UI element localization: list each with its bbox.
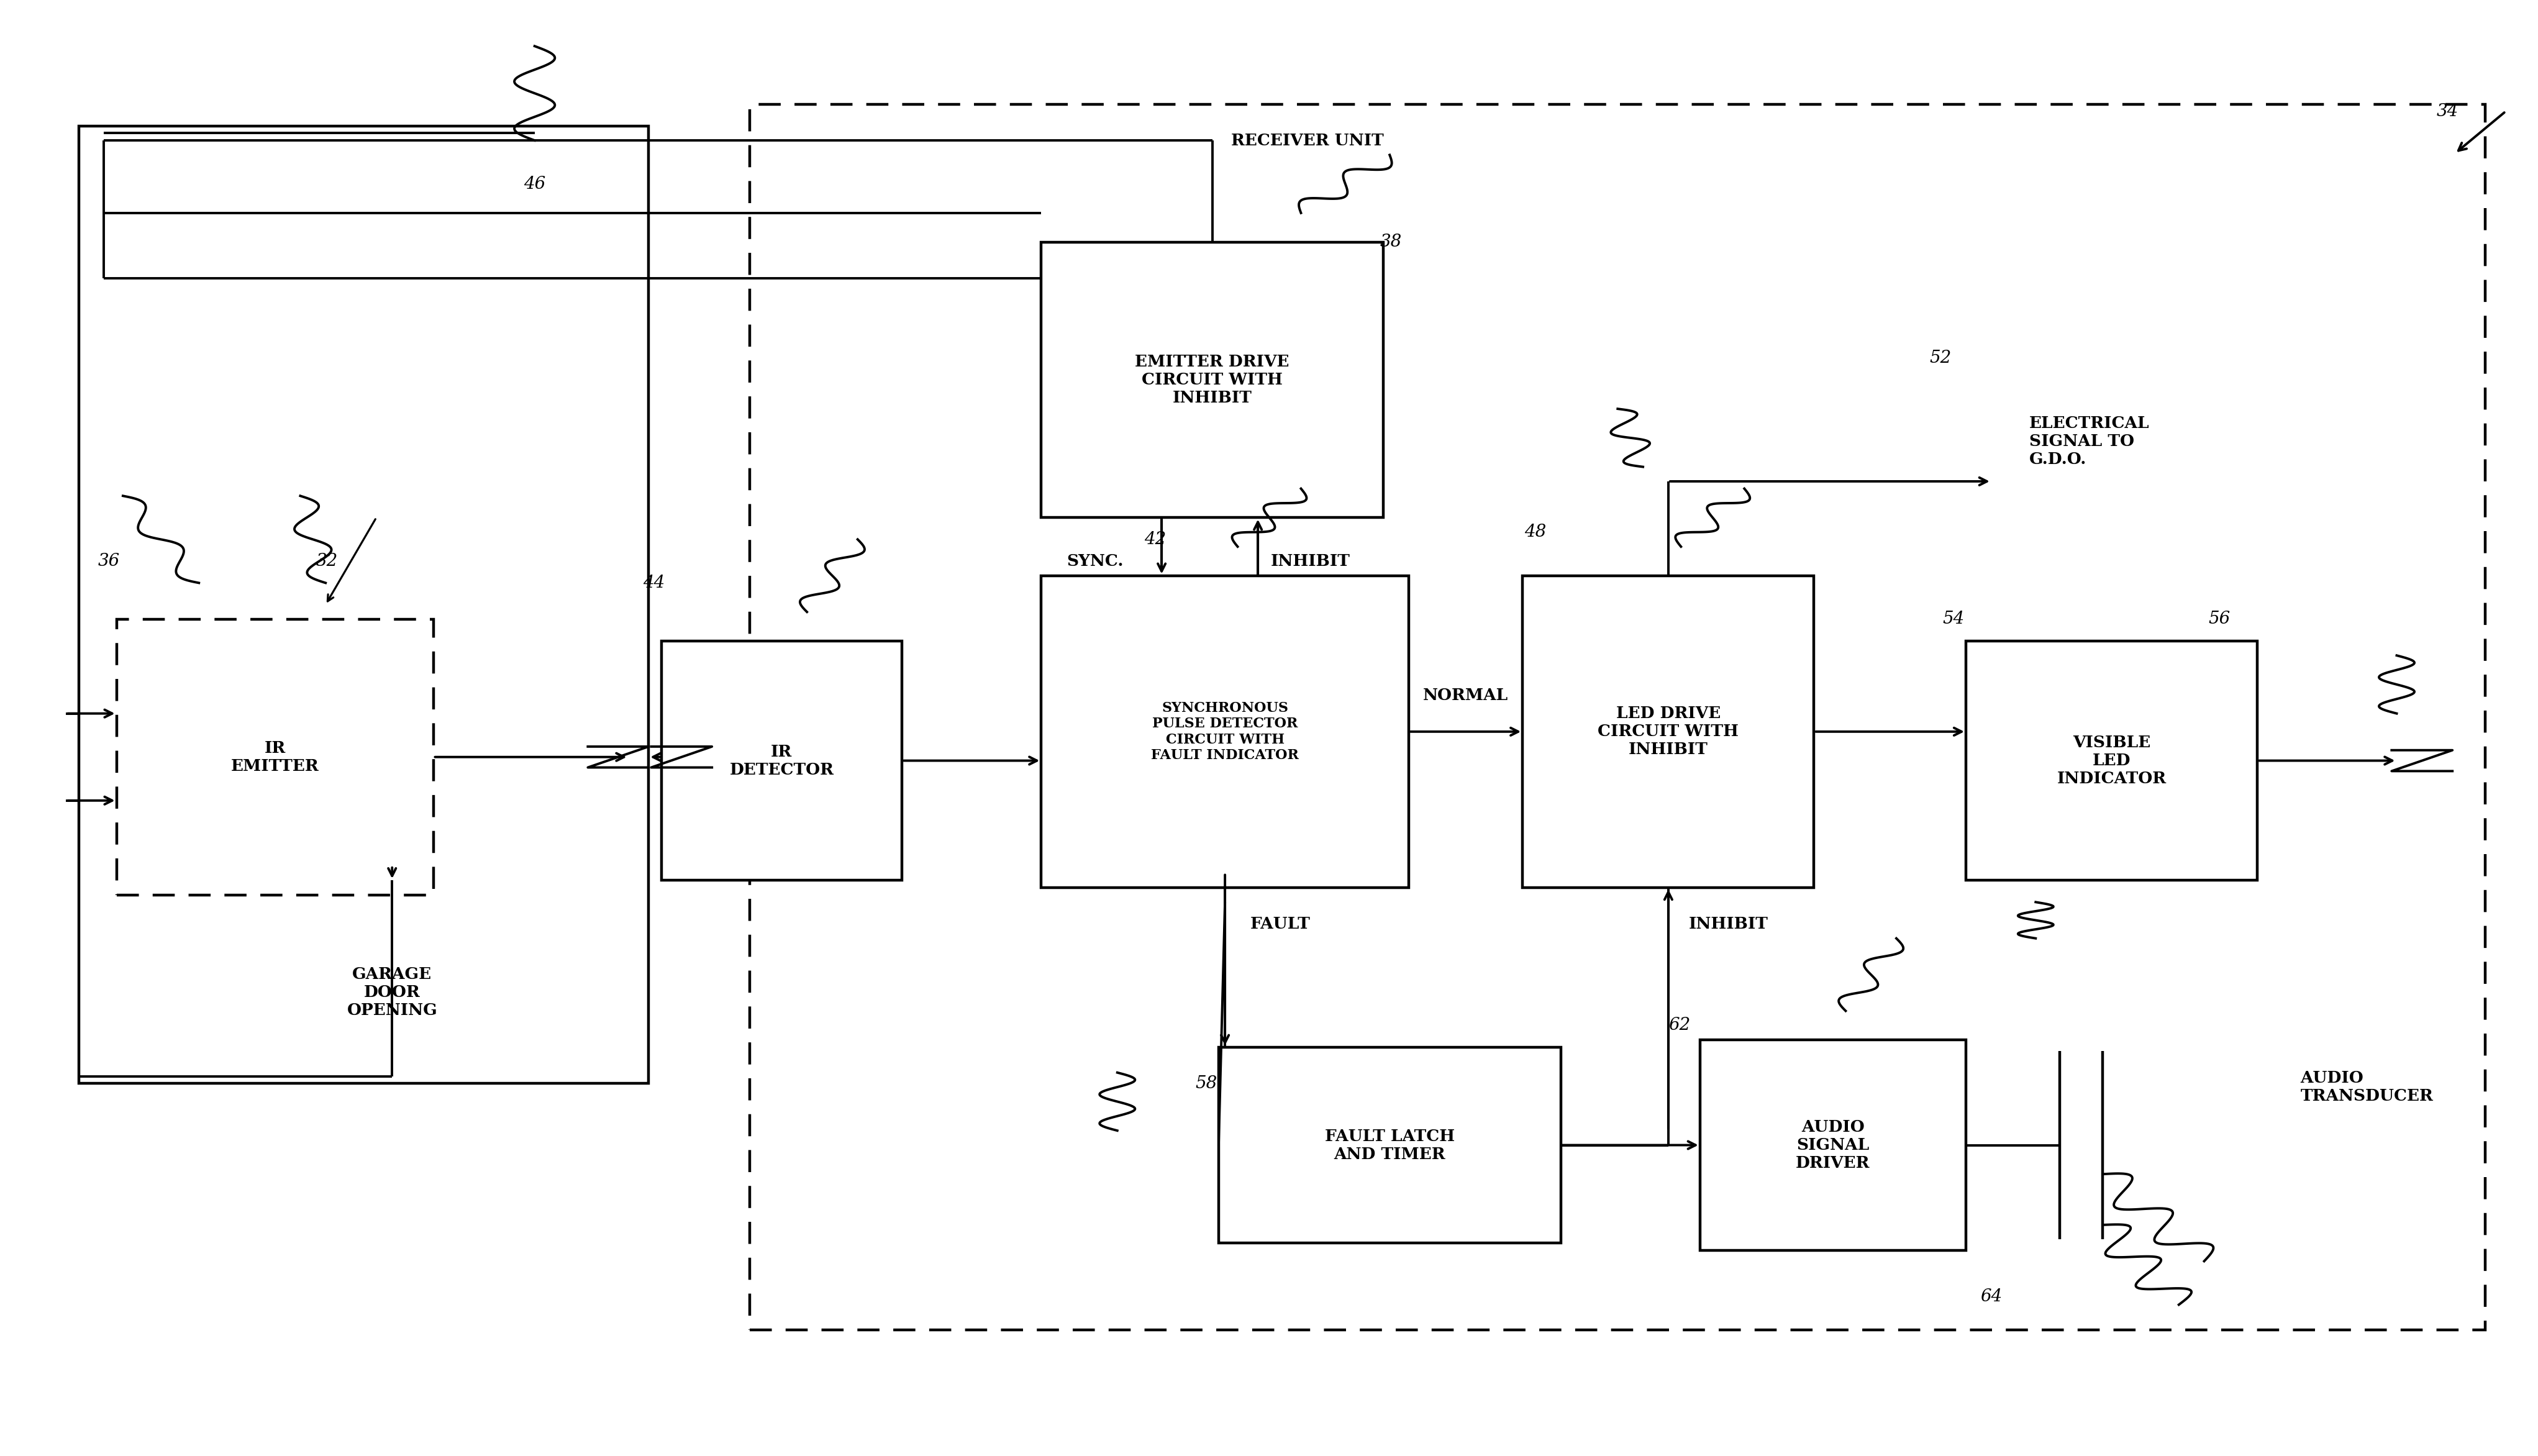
Text: SYNCHRONOUS
PULSE DETECTOR
CIRCUIT WITH
FAULT INDICATOR: SYNCHRONOUS PULSE DETECTOR CIRCUIT WITH …: [1150, 702, 1299, 761]
Text: 54: 54: [1942, 612, 1964, 628]
Text: 38: 38: [1381, 233, 1401, 250]
Text: IR
DETECTOR: IR DETECTOR: [728, 744, 832, 778]
Text: 48: 48: [1523, 524, 1546, 540]
Bar: [660, 641, 901, 881]
Text: INHIBIT: INHIBIT: [1688, 916, 1766, 932]
Text: 46: 46: [523, 176, 546, 192]
Text: 52: 52: [1929, 349, 1952, 367]
Text: SYNC.: SYNC.: [1066, 553, 1124, 569]
Text: GARAGE
DOOR
OPENING: GARAGE DOOR OPENING: [348, 967, 437, 1018]
Text: 42: 42: [1145, 531, 1165, 547]
Bar: [79, 125, 647, 1083]
Bar: [117, 619, 434, 895]
Text: ELECTRICAL
SIGNAL TO
G.D.O.: ELECTRICAL SIGNAL TO G.D.O.: [2028, 415, 2150, 467]
Bar: [749, 105, 2485, 1331]
Text: IR
EMITTER: IR EMITTER: [231, 740, 320, 773]
Text: 64: 64: [1980, 1289, 2002, 1305]
Text: AUDIO
SIGNAL
DRIVER: AUDIO SIGNAL DRIVER: [1794, 1120, 1871, 1171]
Text: FAULT: FAULT: [1251, 916, 1310, 932]
Text: NORMAL: NORMAL: [1424, 687, 1508, 703]
Text: 56: 56: [2208, 612, 2231, 628]
Bar: [1964, 641, 2256, 881]
Text: RECEIVER UNIT: RECEIVER UNIT: [1231, 132, 1383, 149]
Text: 62: 62: [1667, 1018, 1690, 1034]
Text: 58: 58: [1195, 1075, 1216, 1092]
Text: 44: 44: [642, 575, 665, 591]
Bar: [1218, 1047, 1561, 1243]
Text: 34: 34: [2436, 103, 2457, 119]
Text: FAULT LATCH
AND TIMER: FAULT LATCH AND TIMER: [1325, 1128, 1454, 1162]
Text: INHIBIT: INHIBIT: [1269, 553, 1350, 569]
Bar: [1041, 575, 1409, 888]
Text: 32: 32: [315, 553, 338, 569]
Text: EMITTER DRIVE
CIRCUIT WITH
INHIBIT: EMITTER DRIVE CIRCUIT WITH INHIBIT: [1134, 354, 1289, 406]
Text: LED DRIVE
CIRCUIT WITH
INHIBIT: LED DRIVE CIRCUIT WITH INHIBIT: [1596, 706, 1739, 757]
Bar: [1523, 575, 1815, 888]
Bar: [1041, 242, 1383, 518]
Bar: [1700, 1040, 1964, 1251]
Text: 36: 36: [99, 553, 119, 569]
Text: VISIBLE
LED
INDICATOR: VISIBLE LED INDICATOR: [2056, 735, 2165, 786]
Text: AUDIO
TRANSDUCER: AUDIO TRANSDUCER: [2299, 1070, 2434, 1104]
